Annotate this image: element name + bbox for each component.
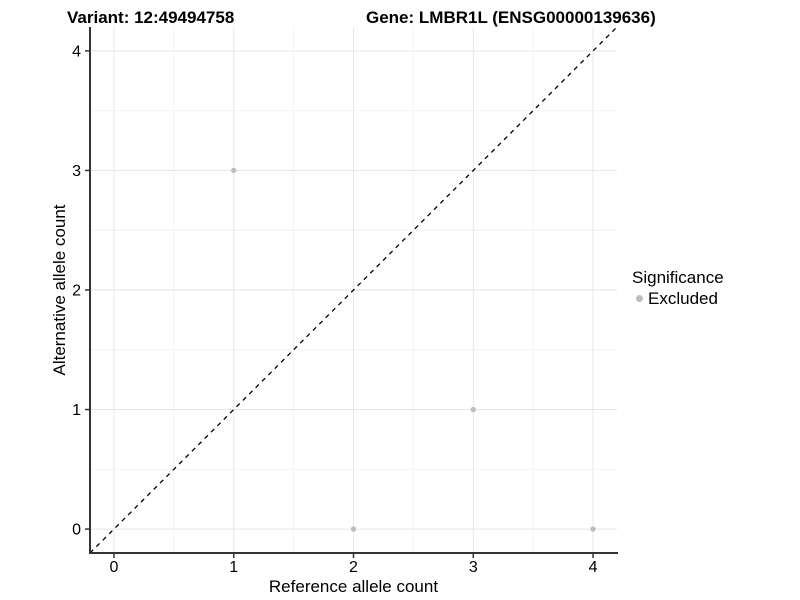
identity-dashed-line — [89, 26, 618, 554]
y-tick-label: 4 — [72, 43, 81, 60]
data-point — [231, 167, 237, 174]
legend-title: Significance — [632, 268, 724, 287]
y-tick-label: 1 — [72, 402, 81, 419]
x-tick-label: 3 — [469, 559, 478, 576]
x-tick-label: 1 — [229, 559, 238, 576]
legend-entry: Excluded — [632, 289, 724, 308]
x-tick-label: 0 — [110, 559, 119, 576]
x-tick-label: 2 — [349, 559, 358, 576]
x-axis-title-text: Reference allele count — [268, 577, 439, 596]
data-point — [590, 526, 596, 532]
y-axis-title: Alternative allele count — [50, 204, 69, 376]
legend: Significance Excluded — [632, 268, 724, 308]
legend-key — [632, 295, 646, 302]
y-tick-label: 0 — [72, 522, 81, 539]
x-axis-title: Reference allele count — [0, 577, 707, 597]
legend-dot-icon — [635, 295, 643, 302]
legend-entry-label: Excluded — [648, 288, 718, 308]
plot-title-variant: Variant: 12:49494758 — [67, 8, 235, 27]
y-tick-label: 2 — [72, 283, 81, 300]
x-tick-label: 4 — [589, 559, 598, 576]
y-tick-label: 3 — [72, 163, 81, 180]
data-point — [350, 526, 357, 532]
data-point — [470, 406, 476, 413]
plot-title-gene: Gene: LMBR1L (ENSG00000139636) — [366, 8, 656, 27]
